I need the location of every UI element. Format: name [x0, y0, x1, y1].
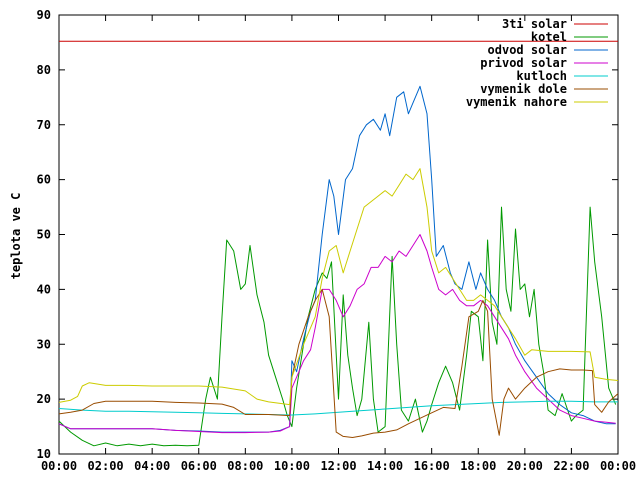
x-tick-label: 14:00: [367, 459, 403, 473]
legend-label: kotel: [531, 30, 567, 44]
y-tick-label: 60: [37, 173, 51, 187]
y-tick-label: 30: [37, 337, 51, 351]
series-line-privod-solar: [58, 234, 616, 434]
legend-label: odvod solar: [488, 43, 567, 57]
legend-label: kutloch: [516, 69, 567, 83]
x-tick-label: 18:00: [460, 459, 496, 473]
x-tick-label: 10:00: [274, 459, 310, 473]
y-tick-label: 10: [37, 447, 51, 461]
x-tick-label: 06:00: [181, 459, 217, 473]
x-tick-label: 12:00: [320, 459, 356, 473]
x-tick-label: 00:00: [41, 459, 77, 473]
legend-label: vymenik nahore: [466, 95, 567, 109]
legend-label: privod solar: [480, 56, 567, 70]
x-tick-label: 08:00: [227, 459, 263, 473]
series-layer: [58, 40, 619, 447]
x-tick-label: 20:00: [507, 459, 543, 473]
y-tick-label: 20: [37, 392, 51, 406]
series-line-kotel: [58, 206, 617, 447]
legend-label: vymenik dole: [480, 82, 567, 96]
series-line-kutloch: [58, 400, 618, 416]
x-tick-label: 22:00: [553, 459, 589, 473]
axis-ticks: 10 20 30 40 50 60 70 80 90 00:00 02:00 04:00 06:00 08…: [37, 8, 637, 473]
x-tick-label: 16:00: [414, 459, 450, 473]
y-tick-label: 80: [37, 63, 51, 77]
legend-label: 3ti solar: [502, 17, 567, 31]
series-line-vymenik-nahore: [58, 168, 619, 406]
x-tick-label: 02:00: [88, 459, 124, 473]
y-axis-title: teplota ve C: [9, 193, 23, 280]
series-line-vymenik-dole: [58, 288, 619, 438]
x-tick-label: 00:00: [600, 459, 636, 473]
y-tick-label: 70: [37, 118, 51, 132]
y-tick-label: 90: [37, 8, 51, 22]
y-tick-label: 40: [37, 282, 51, 296]
y-tick-label: 50: [37, 228, 51, 242]
x-tick-label: 04:00: [134, 459, 170, 473]
